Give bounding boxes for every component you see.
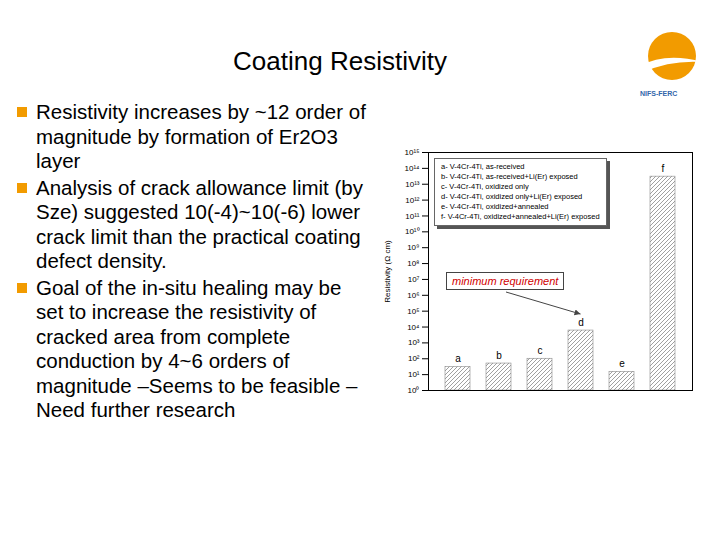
svg-text:e: e (619, 358, 625, 369)
html-text:NIFS-FERC: NIFS-FERC (640, 90, 678, 97)
svg-text:10⁴: 10⁴ (407, 323, 420, 332)
html-text:d- V-4Cr-4Ti, oxidized only+Li: d- V-4Cr-4Ti, oxidized only+Li(Er) expos… (441, 192, 583, 201)
svg-text:10⁹: 10⁹ (407, 243, 419, 252)
html-text:Analysis of crack allowance li: Analysis of crack allowance limit (by Sz… (36, 175, 363, 272)
svg-text:d: d (578, 317, 584, 328)
svg-text:a: a (455, 353, 461, 364)
svg-text:10¹⁵: 10¹⁵ (405, 148, 420, 157)
svg-text:Resistivity (Ω cm): Resistivity (Ω cm) (383, 240, 392, 303)
html-text:c- V-4Cr-4Ti, oxidized only: c- V-4Cr-4Ti, oxidized only (441, 182, 529, 191)
svg-text:10¹²: 10¹² (405, 196, 420, 205)
svg-text:10¹: 10¹ (408, 370, 420, 379)
html-text:Goal of the in-situ healing ma: Goal of the in-situ healing may be set t… (36, 275, 358, 421)
html-text:e- V-4Cr-4Ti, oxidized+anneale: e- V-4Cr-4Ti, oxidized+annealed (441, 202, 549, 211)
svg-text:f: f (662, 163, 665, 174)
svg-text:c: c (538, 345, 543, 356)
svg-text:10⁰: 10⁰ (408, 386, 420, 395)
svg-text:10¹¹: 10¹¹ (405, 212, 420, 221)
svg-text:10¹⁰: 10¹⁰ (405, 227, 420, 236)
svg-text:10²: 10² (408, 354, 420, 363)
html-text:Coating Resistivity: Coating Resistivity (233, 46, 447, 76)
svg-text:10⁵: 10⁵ (407, 307, 419, 316)
svg-text:10⁶: 10⁶ (407, 291, 419, 300)
svg-text:10³: 10³ (408, 338, 420, 347)
html-text:minimum requirement: minimum requirement (452, 275, 559, 287)
html-text:a- V-4Cr-4Ti, as-received: a- V-4Cr-4Ti, as-received (441, 162, 525, 171)
html-text:Resistivity increases by ~12 o: Resistivity increases by ~12 order of ma… (36, 100, 366, 172)
svg-text:10¹³: 10¹³ (405, 180, 420, 189)
svg-text:10⁸: 10⁸ (407, 259, 419, 268)
html-text:b- V-4Cr-4Ti, as-received+Li(E: b- V-4Cr-4Ti, as-received+Li(Er) exposed (441, 172, 578, 181)
svg-text:10¹⁴: 10¹⁴ (405, 164, 421, 173)
svg-text:b: b (496, 350, 502, 361)
svg-text:10⁷: 10⁷ (408, 275, 420, 284)
html-text:f- V-4Cr-4Ti, oxidized+anneale: f- V-4Cr-4Ti, oxidized+annealed+Li(Er) e… (441, 212, 600, 221)
